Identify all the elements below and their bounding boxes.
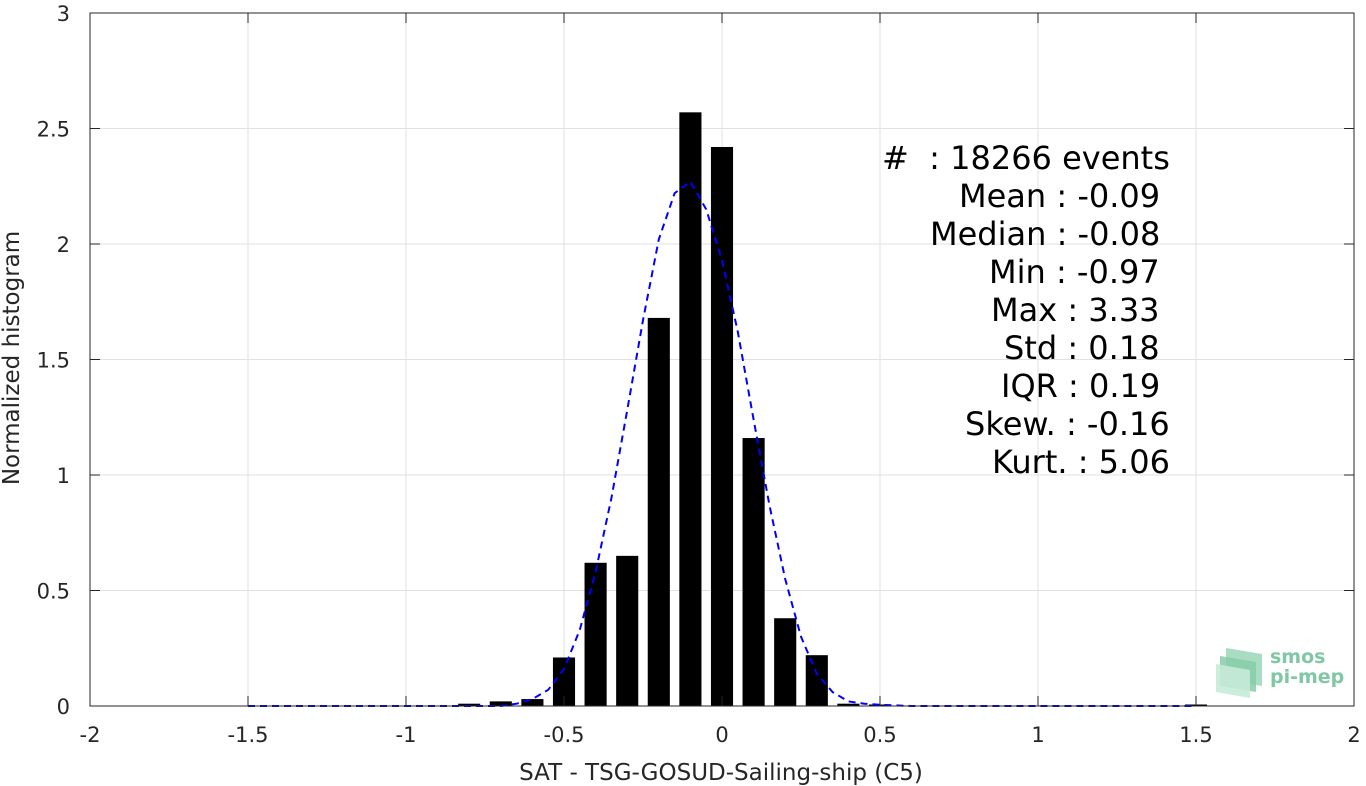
y-tick-label: 1 (57, 464, 70, 488)
x-tick-label: 2 (1347, 723, 1360, 747)
logo-layers-icon (1216, 648, 1262, 698)
histogram-bars (458, 112, 1208, 707)
smos-pi-mep-logo: smos pi-mep (1214, 644, 1354, 698)
histogram-bar-11 (805, 655, 828, 706)
histogram-bar-8 (710, 146, 734, 707)
y-tick-label: 3 (57, 2, 70, 26)
x-tick-label: -1.5 (228, 723, 269, 747)
histogram-bar-5 (616, 555, 639, 706)
x-tick-label: 1.5 (1179, 723, 1212, 747)
fit-curve (248, 180, 1196, 707)
histogram-bar-1 (489, 701, 512, 706)
x-ticks: -2 -1.5 -1 -0.5 0 0.5 1 1.5 2 (80, 723, 1361, 747)
histogram-bar-6 (647, 317, 670, 706)
logo-text-smos: smos (1270, 646, 1326, 668)
histogram-bar-7 (679, 112, 702, 706)
histogram-bar-10 (774, 618, 797, 706)
y-tick-label: 2 (57, 233, 70, 257)
y-axis-label: Normalized histogram (0, 231, 25, 485)
y-ticks: 0 0.5 1 1.5 2 2.5 3 (37, 2, 70, 719)
x-tick-label: 0 (715, 723, 728, 747)
histogram-bar-3 (552, 657, 576, 706)
histogram-bar-9 (742, 438, 765, 706)
histogram-bar-12 (837, 703, 860, 706)
histogram-bar-2 (521, 699, 544, 706)
y-tick-label: 1.5 (37, 349, 70, 373)
y-tick-label: 2.5 (37, 118, 70, 142)
y-tick-label: 0 (57, 695, 70, 719)
x-tick-label: 0.5 (863, 723, 896, 747)
histogram-bar-4 (584, 562, 607, 706)
x-tick-label: -2 (80, 723, 101, 747)
x-tick-label: -0.5 (544, 723, 585, 747)
logo-text-pi-mep: pi-mep (1270, 666, 1345, 688)
axes-frame (89, 12, 1355, 707)
y-tick-label: 0.5 (37, 580, 70, 604)
x-axis-label: SAT - TSG-GOSUD-Sailing-ship (C5) (519, 760, 923, 786)
histogram-bar-0 (458, 703, 481, 706)
x-tick-label: -1 (396, 723, 417, 747)
x-tick-label: 1 (1031, 723, 1044, 747)
